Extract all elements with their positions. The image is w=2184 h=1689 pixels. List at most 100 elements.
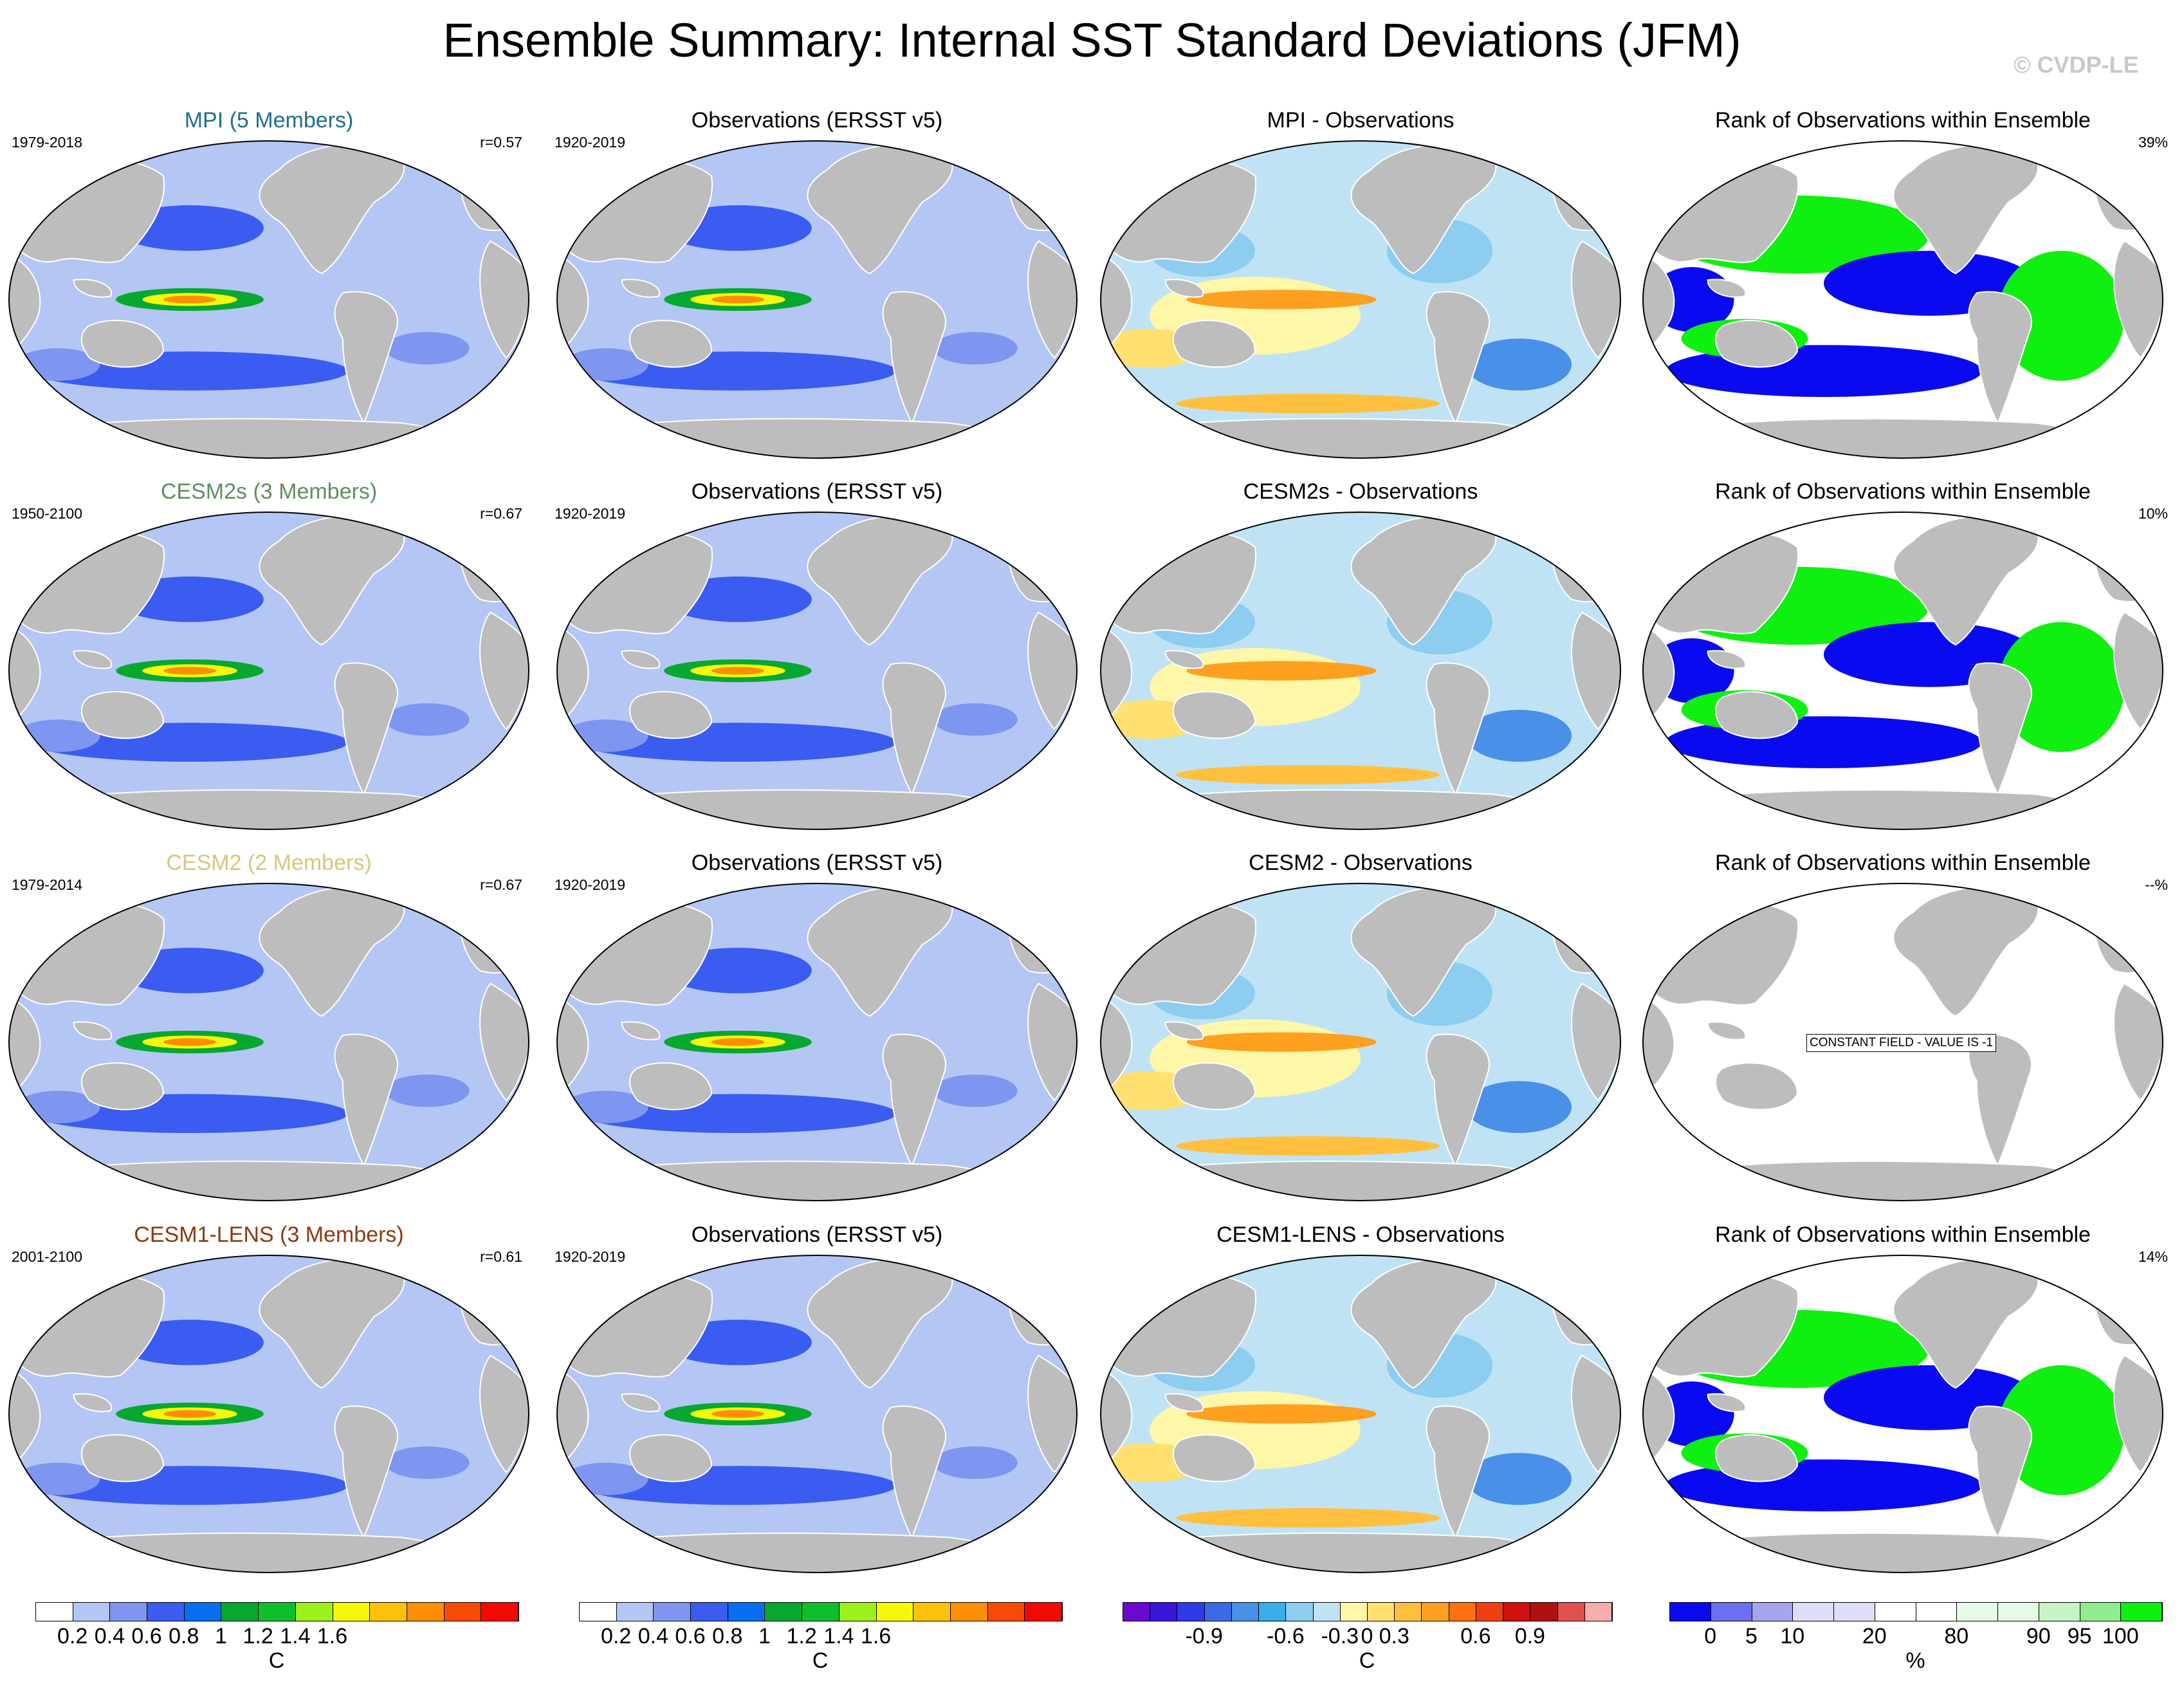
- map-outline: [1642, 140, 2163, 459]
- land-mass: [629, 691, 713, 739]
- colorbar-swatch: [616, 1603, 654, 1621]
- land-mass: [629, 320, 713, 368]
- period-label: 1920-2019: [555, 876, 625, 893]
- colorbar-swatch: [1422, 1603, 1449, 1621]
- colorbar-tick-label: 1.4: [823, 1624, 854, 1648]
- colorbar-swatch: [1752, 1603, 1794, 1621]
- diff-panel-title: CESM2s - Observations: [1243, 479, 1478, 504]
- colorbar-tick-label: 0.8: [712, 1624, 743, 1648]
- land-mass: [1173, 1062, 1256, 1111]
- colorbar-tick-label: 0.6: [675, 1624, 706, 1648]
- field-contour: [1186, 1032, 1377, 1052]
- land-mass: [1173, 1434, 1256, 1482]
- period-label: 1979-2018: [12, 134, 82, 151]
- land-mass: [882, 1405, 946, 1539]
- model-panel-title: CESM2s (3 Members): [160, 479, 378, 504]
- colorbar-rank: [1669, 1602, 2163, 1621]
- field-contour: [1997, 250, 2125, 381]
- land-mass: [1173, 691, 1256, 739]
- field-contour: [163, 295, 216, 304]
- colorbar-tick-label: 5: [1745, 1624, 1757, 1648]
- colorbar-tick-label: -0.3: [1321, 1624, 1359, 1648]
- pattern-correlation: r=0.61: [480, 1248, 522, 1265]
- land-mass: [1664, 1532, 2091, 1573]
- field-contour: [1466, 1453, 1572, 1505]
- obs-panel-title: Observations (ERSST v5): [691, 479, 943, 504]
- colorbar-swatch: [1367, 1603, 1395, 1621]
- land-mass: [578, 1532, 1005, 1573]
- rank-map-16: [1642, 1255, 2163, 1573]
- colorbar-swatch: [1957, 1603, 1998, 1621]
- field-contour: [1997, 622, 2125, 752]
- colorbar-tick-label: 10: [1780, 1624, 1805, 1648]
- land-mass: [882, 1033, 946, 1167]
- land-mass: [1707, 279, 1747, 298]
- land-mass: [1707, 1021, 1747, 1040]
- field-contour: [711, 295, 764, 304]
- land-mass: [1164, 279, 1204, 298]
- colorbar-tick-label: 90: [2026, 1624, 2051, 1648]
- field-contour: [1176, 393, 1440, 414]
- colorbar-tick-label: 100: [2102, 1624, 2139, 1648]
- obs-panel-title: Observations (ERSST v5): [691, 1223, 943, 1247]
- std-map-14: [556, 1255, 1078, 1573]
- land-mass: [1426, 291, 1490, 425]
- field-contour: [385, 332, 470, 365]
- colorbar-tick-label: 1.6: [317, 1624, 348, 1648]
- model-panel-title: CESM1-LENS (3 Members): [134, 1223, 404, 1247]
- std-map-6: [556, 512, 1078, 830]
- colorbar-tick-label: -0.9: [1185, 1624, 1223, 1648]
- colorbar-swatch: [987, 1603, 1025, 1621]
- field-contour: [1466, 338, 1572, 391]
- land-mass: [1968, 1405, 2032, 1539]
- field-contour: [933, 332, 1018, 365]
- land-mass: [629, 1434, 713, 1482]
- colorbar-swatch: [2121, 1603, 2162, 1621]
- colorbar-tick-label: 0.8: [169, 1624, 199, 1648]
- land-mass: [621, 1021, 661, 1040]
- std-map-9: [8, 883, 529, 1201]
- colorbar-tick-label: 0.3: [1379, 1624, 1409, 1648]
- map-outline: [1100, 512, 1621, 830]
- land-mass: [1164, 1393, 1204, 1412]
- colorbar-swatch: [1998, 1603, 2039, 1621]
- obs-panel-title: Observations (ERSST v5): [691, 851, 943, 875]
- colorbar-swatch: [1916, 1603, 1958, 1621]
- period-label: 1979-2014: [12, 876, 82, 893]
- colorbar-swatch: [444, 1603, 482, 1621]
- map-outline: [8, 883, 529, 1201]
- land-mass: [1122, 1160, 1548, 1201]
- land-mass: [578, 418, 1005, 458]
- colorbar-swatch: [407, 1603, 445, 1621]
- field-contour: [1186, 661, 1377, 681]
- colorbar-tick-label: 1: [214, 1624, 227, 1648]
- map-outline: [1642, 883, 2163, 1201]
- field-contour: [1176, 1136, 1440, 1156]
- constant-field-note: CONSTANT FIELD - VALUE IS -1: [1806, 1034, 1997, 1052]
- land-mass: [1707, 650, 1747, 669]
- field-contour: [163, 1410, 216, 1418]
- land-mass: [1426, 1405, 1490, 1539]
- land-mass: [621, 1393, 661, 1412]
- colorbar-swatch: [1259, 1603, 1287, 1621]
- colorbar-tick-label: 1.4: [280, 1624, 311, 1648]
- land-mass: [81, 691, 165, 739]
- diff-map-15: [1100, 1255, 1621, 1573]
- colorbar-swatch: [1834, 1603, 1875, 1621]
- colorbar-swatch: [1476, 1603, 1504, 1621]
- colorbar-swatch: [295, 1603, 333, 1621]
- colorbar-swatch: [36, 1603, 73, 1621]
- diff-map-11: [1100, 883, 1621, 1201]
- colorbar-swatch: [110, 1603, 148, 1621]
- land-mass: [882, 662, 946, 796]
- period-label: 1920-2019: [555, 1248, 625, 1265]
- diff-panel-title: CESM2 - Observations: [1249, 851, 1473, 875]
- colorbar-swatch: [580, 1603, 617, 1621]
- field-contour: [1186, 1404, 1377, 1424]
- std-map-5: [8, 512, 529, 830]
- diff-map-7: [1100, 512, 1621, 830]
- land-mass: [1664, 418, 2091, 458]
- diff-map-3: [1100, 140, 1621, 459]
- land-mass: [334, 1405, 398, 1539]
- colorbar-swatch: [913, 1603, 951, 1621]
